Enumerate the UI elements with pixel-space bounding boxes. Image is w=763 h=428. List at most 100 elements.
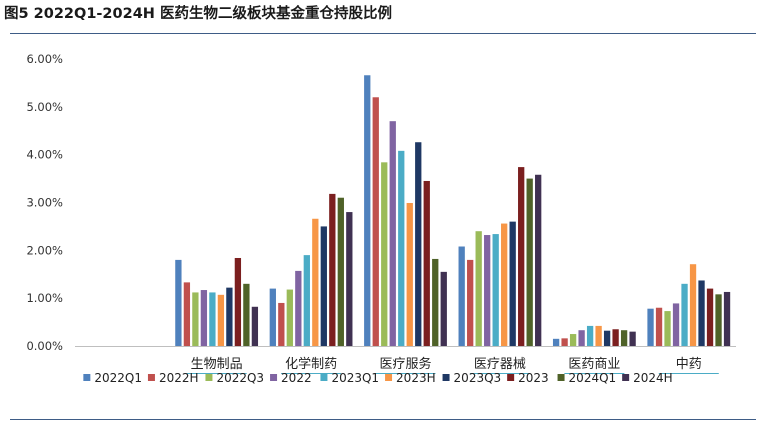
header-divider [10,33,756,34]
bar-2024Q1-1 [337,197,344,346]
bar-2023Q1-5 [681,283,688,346]
legend-label: 2023 [518,371,549,385]
bars [175,75,731,347]
bar-2023-4 [612,329,619,346]
legend-label: 2023Q1 [331,371,379,385]
y-axis: 0.00% 1.00% 2.00% 3.00% 4.00% 5.00% 6.00% [26,52,63,353]
bar-2023-5 [706,288,714,346]
bar-2022-5 [672,303,680,346]
bar-2023Q1-1 [303,255,310,346]
legend-swatch [205,374,213,381]
bar-2022Q3-0 [192,292,199,346]
x-category-label: 化学制药 [285,356,337,372]
legend-swatch [385,374,393,381]
legend-label: 2022 [281,371,312,385]
x-category-label: 中药 [676,357,702,372]
bar-2023H-2 [406,202,413,346]
x-axis: 生物制品 化学制药 医疗服务 医疗器械 医药商业 中药 [75,346,736,374]
footer-divider [10,419,756,420]
legend-label: 2022Q3 [216,371,264,385]
bar-2024H-3 [535,174,542,346]
bar-2023-1 [329,193,336,346]
bar-2022-4 [578,330,585,346]
bar-2022H-3 [467,259,474,346]
chart-title: 图5 2022Q1-2024H 医药生物二级板块基金重仓持股比例 [4,6,392,22]
bar-2022Q1-5 [647,308,654,346]
y-tick-label: 4.00% [26,148,63,162]
bar-2023-3 [518,167,525,346]
legend: 2022Q1 2022H 2022Q3 2022 2023Q1 2023H 2023Q3 20… [83,371,673,385]
bar-2023H-0 [217,294,225,346]
legend-label: 2024Q1 [569,371,617,385]
legend-label: 2022Q1 [94,371,142,385]
legend-swatch [270,374,278,381]
bar-2023Q1-2 [398,150,405,346]
legend-swatch [147,374,155,381]
x-category-label: 医疗服务 [379,356,431,372]
x-category-label: 医药商业 [568,357,620,372]
bar-2022Q3-2 [381,162,388,346]
bar-2023Q3-1 [320,226,327,346]
legend-swatch [557,374,565,381]
bar-2022Q1-1 [269,288,276,346]
bar-2023Q3-3 [509,221,516,346]
bar-2022Q3-1 [286,289,293,346]
bar-2023-2 [423,180,430,346]
bar-2022Q3-4 [569,334,577,346]
legend-swatch [83,374,91,381]
bar-2022H-4 [561,338,568,346]
bar-2022H-5 [655,307,663,346]
bar-2022-0 [200,290,208,346]
bar-2024H-0 [251,306,259,346]
bar-2022-2 [389,121,396,347]
y-tick-label: 5.00% [26,100,63,114]
legend-swatch [622,374,630,381]
y-tick-label: 3.00% [26,196,63,210]
bar-2023H-4 [595,325,602,346]
legend-label: 2023Q3 [454,371,502,385]
bar-2024H-4 [629,331,636,346]
bar-2023Q1-4 [586,325,594,346]
bar-2023Q3-2 [415,142,422,346]
bar-2022Q1-4 [552,338,560,346]
legend-label: 2022H [159,371,199,385]
bar-2022H-2 [372,97,379,347]
bar-2024Q1-4 [620,330,628,346]
bar-2023Q3-4 [603,330,611,346]
bar-2023H-5 [689,264,697,346]
bar-2024Q1-3 [526,178,533,346]
bar-2022-3 [484,235,491,346]
y-tick-label: 0.00% [26,339,63,353]
bar-2023H-3 [501,223,508,346]
bar-2023Q1-0 [209,292,216,346]
bar-2024H-5 [723,291,731,346]
bar-2022Q1-2 [364,75,371,346]
bar-2022Q3-3 [475,231,482,346]
bar-2022Q1-3 [458,246,465,346]
y-tick-label: 6.00% [26,52,63,66]
bar-2022-1 [295,270,302,346]
bar-2022H-1 [278,302,285,346]
x-category-label: 生物制品 [191,357,243,372]
bar-2022Q1-0 [175,259,182,346]
legend-swatch [320,374,328,381]
bar-2023Q3-0 [226,287,233,346]
bar-2022Q3-5 [664,311,671,346]
x-category-label: 医疗器械 [474,357,526,372]
y-tick-label: 2.00% [26,243,63,257]
bar-2023-0 [234,257,242,346]
legend-swatch [442,374,450,381]
legend-swatch [507,374,515,381]
bar-2023H-1 [312,218,319,346]
bar-2024H-1 [346,212,353,346]
legend-label: 2024H [633,371,673,385]
bar-2024H-2 [440,271,447,346]
bar-2024Q1-0 [243,283,250,346]
bar-2024Q1-5 [715,294,722,346]
legend-label: 2023H [396,371,436,385]
bar-2022H-0 [183,282,191,346]
bar-2023Q3-5 [698,280,705,346]
y-tick-label: 1.00% [26,291,63,305]
bar-2023Q1-3 [492,234,499,346]
